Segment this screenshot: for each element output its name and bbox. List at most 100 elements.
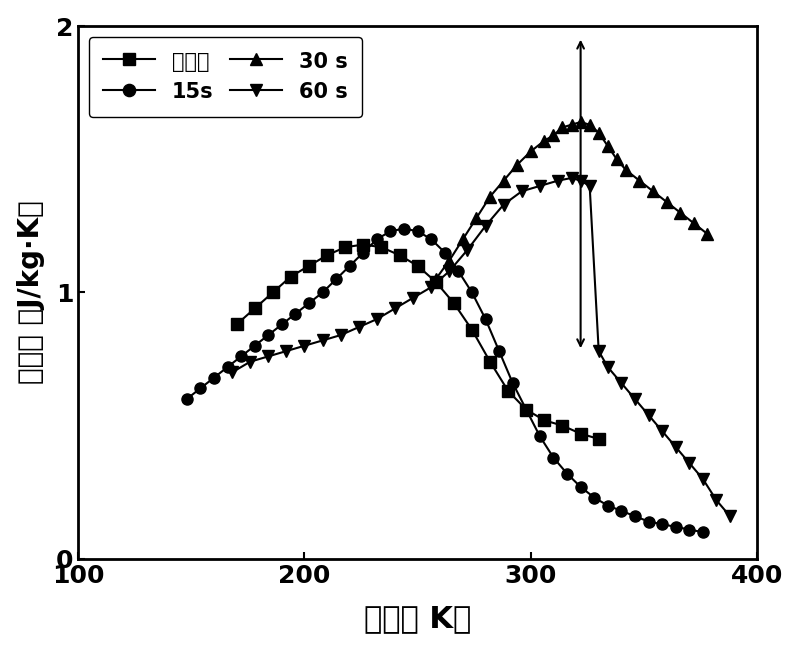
- 15s: [222, 363, 232, 371]
- 60 s: [354, 323, 363, 331]
- 制备态: [486, 358, 495, 366]
- 60 s: [227, 369, 237, 376]
- 制备态: [449, 299, 458, 307]
- 60 s: [499, 201, 509, 209]
- 30 s: [576, 118, 586, 126]
- Line: 30 s: 30 s: [430, 116, 713, 285]
- 15s: [263, 332, 273, 339]
- 制备态: [304, 262, 314, 270]
- 制备态: [503, 387, 513, 395]
- 制备态: [377, 243, 386, 251]
- 制备态: [394, 252, 404, 259]
- 60 s: [671, 443, 681, 451]
- 60 s: [685, 459, 694, 467]
- 60 s: [566, 174, 576, 182]
- 60 s: [408, 294, 418, 302]
- 30 s: [702, 230, 712, 238]
- 15s: [386, 227, 395, 235]
- 15s: [440, 249, 450, 257]
- 15s: [467, 289, 477, 296]
- 30 s: [549, 131, 558, 139]
- 30 s: [499, 177, 509, 185]
- 15s: [331, 275, 341, 283]
- 15s: [522, 406, 531, 413]
- 60 s: [535, 182, 545, 190]
- 30 s: [539, 136, 549, 144]
- 30 s: [689, 219, 698, 227]
- 60 s: [336, 332, 346, 339]
- X-axis label: 温度（ K）: 温度（ K）: [364, 604, 471, 633]
- 制备态: [431, 278, 441, 286]
- 15s: [562, 470, 572, 478]
- Legend: 制备态, 15s, 30 s, 60 s: 制备态, 15s, 30 s, 60 s: [89, 36, 362, 117]
- 15s: [399, 225, 409, 233]
- Line: 制备态: 制备态: [231, 239, 604, 445]
- 60 s: [698, 475, 708, 483]
- 60 s: [282, 347, 291, 355]
- 30 s: [603, 142, 613, 150]
- 30 s: [612, 155, 622, 163]
- 制备态: [268, 289, 278, 296]
- 30 s: [431, 275, 441, 283]
- 制备态: [594, 435, 603, 443]
- 30 s: [445, 257, 454, 265]
- 15s: [454, 267, 463, 275]
- 30 s: [675, 209, 685, 216]
- 60 s: [553, 177, 562, 185]
- 30 s: [634, 177, 644, 185]
- 60 s: [426, 283, 436, 291]
- 制备态: [286, 272, 296, 280]
- 60 s: [481, 222, 490, 230]
- 制备态: [467, 326, 477, 333]
- 制备态: [358, 240, 368, 248]
- 60 s: [630, 395, 640, 403]
- 15s: [290, 310, 300, 318]
- 制备态: [341, 243, 350, 251]
- 15s: [318, 289, 327, 296]
- 制备态: [322, 252, 332, 259]
- 60 s: [300, 342, 310, 350]
- 制备态: [522, 406, 531, 413]
- 60 s: [617, 379, 626, 387]
- 60 s: [445, 267, 454, 275]
- 15s: [182, 395, 191, 403]
- 15s: [630, 512, 640, 520]
- 15s: [549, 454, 558, 462]
- Line: 60 s: 60 s: [226, 172, 735, 522]
- 30 s: [526, 148, 536, 155]
- 60 s: [644, 411, 654, 419]
- 制备态: [413, 262, 422, 270]
- 60 s: [517, 187, 526, 195]
- 60 s: [318, 337, 327, 344]
- 15s: [413, 227, 422, 235]
- 60 s: [390, 305, 400, 313]
- 60 s: [585, 182, 594, 190]
- 60 s: [576, 177, 586, 185]
- 30 s: [648, 187, 658, 195]
- 制备态: [558, 422, 567, 430]
- 15s: [576, 483, 586, 491]
- 15s: [304, 299, 314, 307]
- 60 s: [603, 363, 613, 371]
- 60 s: [658, 427, 667, 435]
- 15s: [535, 432, 545, 440]
- 60 s: [263, 352, 273, 360]
- 30 s: [585, 121, 594, 129]
- 60 s: [462, 246, 472, 254]
- Y-axis label: 磁熵变 （J/kg·K）: 磁熵变 （J/kg·K）: [17, 201, 45, 384]
- 15s: [358, 249, 368, 257]
- 15s: [590, 493, 599, 501]
- 制备态: [250, 305, 259, 313]
- 30 s: [472, 214, 482, 222]
- 30 s: [513, 161, 522, 168]
- 30 s: [486, 192, 495, 200]
- 15s: [195, 384, 205, 392]
- 15s: [671, 523, 681, 531]
- 15s: [209, 374, 218, 382]
- 15s: [345, 262, 354, 270]
- 30 s: [594, 129, 603, 136]
- 60 s: [725, 512, 734, 520]
- 15s: [494, 347, 504, 355]
- 30 s: [458, 235, 468, 243]
- 30 s: [558, 124, 567, 131]
